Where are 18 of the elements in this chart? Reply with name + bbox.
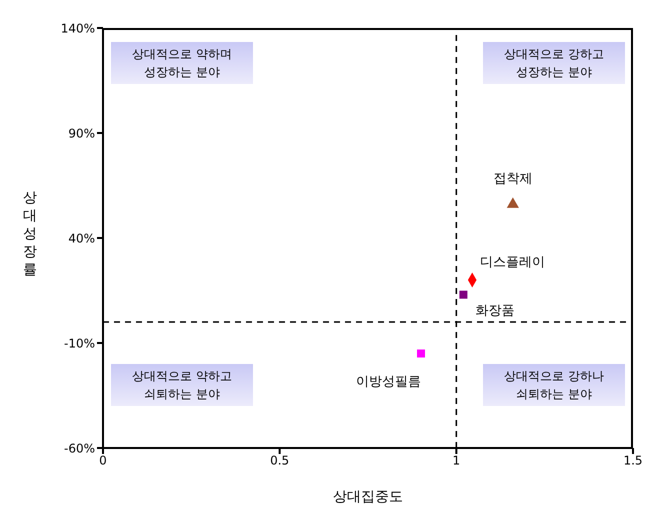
point (459, 290, 468, 299)
series-label: 접착제 (493, 171, 532, 186)
x-tick-label: 0 (99, 454, 107, 468)
y-axis-title: 상대성장률 (23, 190, 37, 278)
x-tick-label: 0.5 (270, 454, 290, 468)
x-tick-label: 1 (452, 454, 460, 468)
y-tick-label: -60% (64, 441, 95, 456)
series-label: 디스플레이 (480, 255, 546, 270)
series-label: 이방성필름 (356, 374, 421, 390)
y-tick-label: 90% (68, 126, 95, 140)
series-label: 화장품 (475, 304, 514, 319)
y-tick-label: 140% (60, 21, 95, 36)
y-tick-label: 40% (68, 231, 95, 246)
x-tick-label: 1.5 (623, 454, 643, 468)
x-axis-title: 상대집중도 (333, 489, 403, 505)
point (417, 350, 425, 358)
point (506, 197, 519, 208)
y-tick-label: -10% (64, 336, 95, 350)
